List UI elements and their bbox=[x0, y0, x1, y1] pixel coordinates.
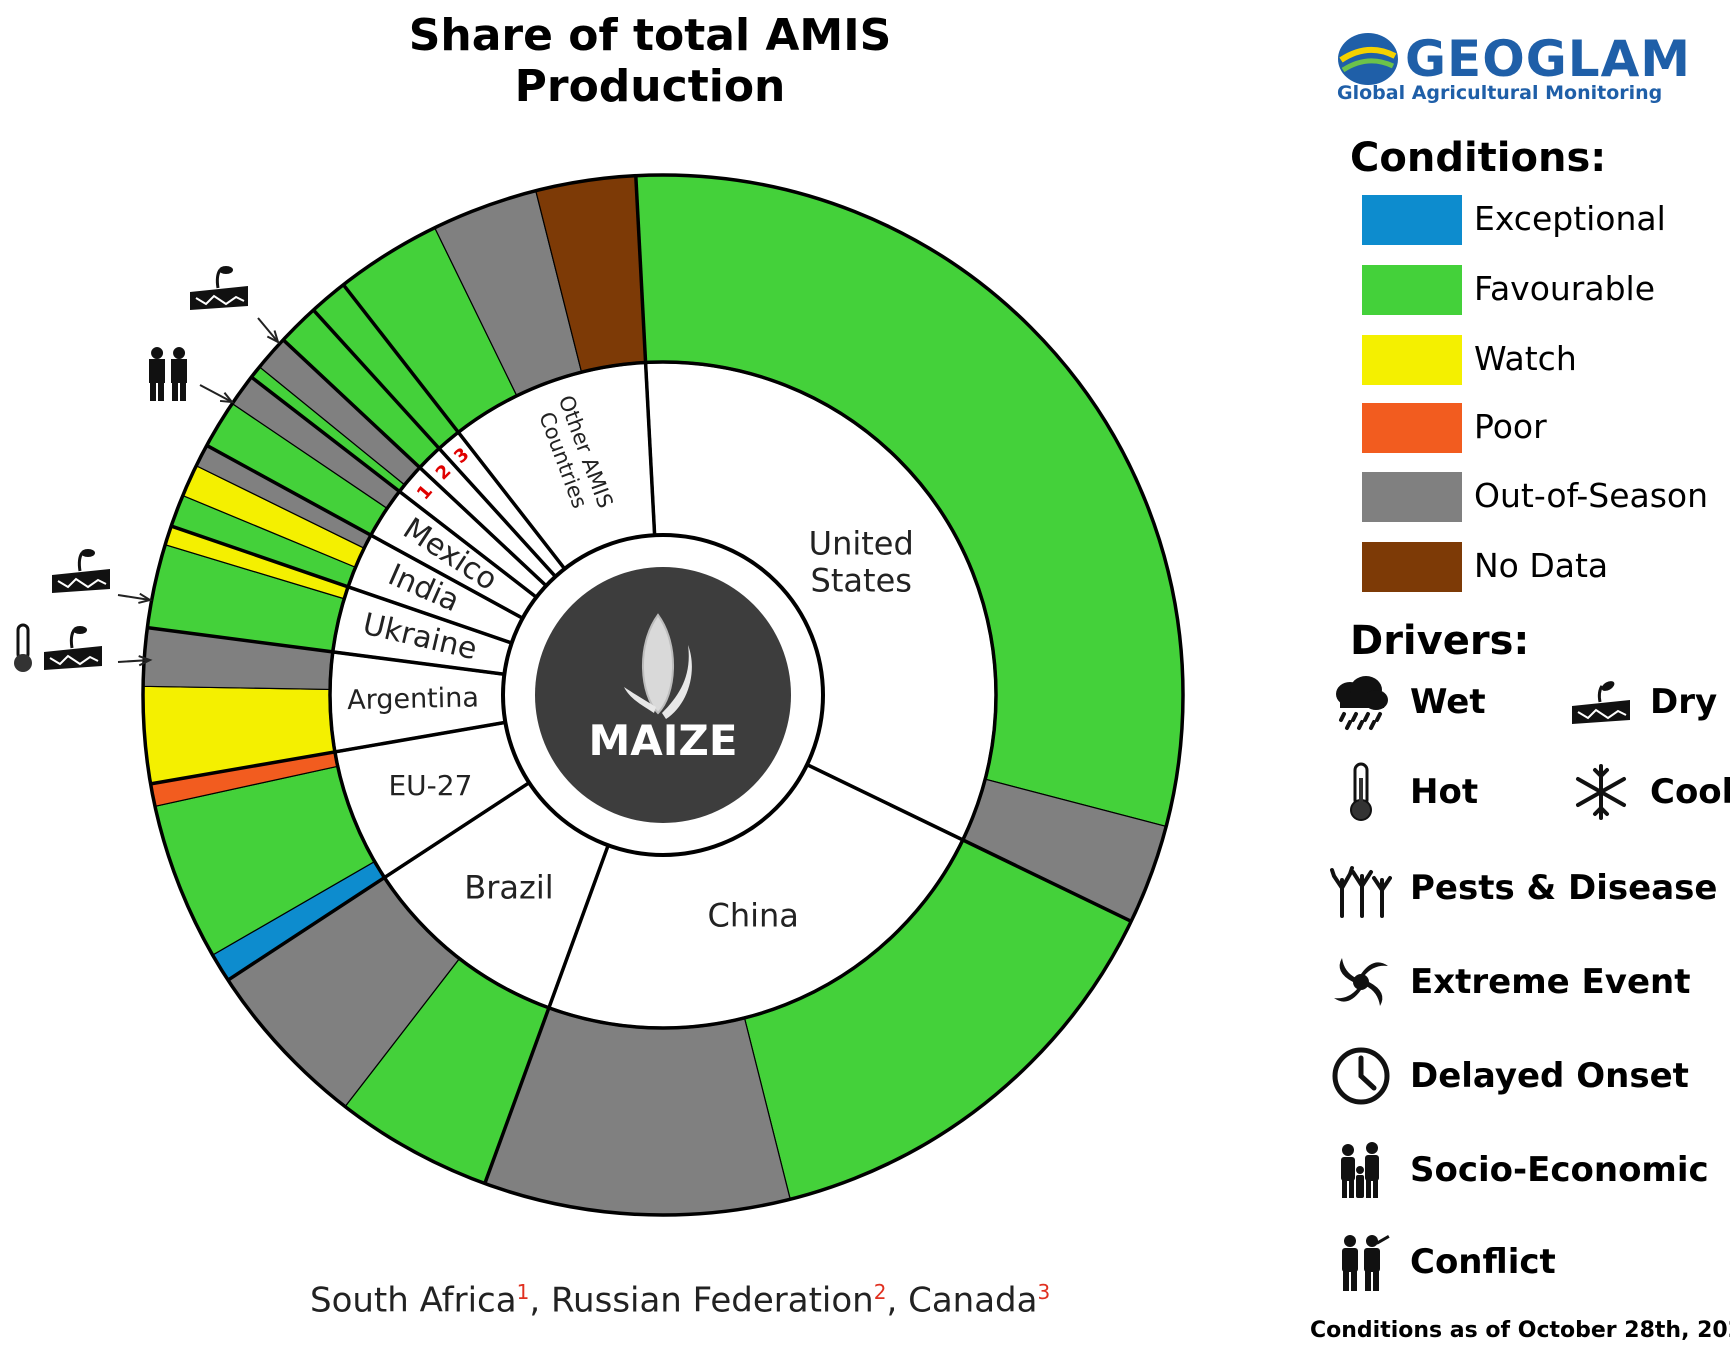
driver-label: Hot bbox=[1410, 772, 1479, 812]
country-divider bbox=[634, 175, 657, 536]
country-label-line: States bbox=[811, 561, 912, 599]
dry-soil-part bbox=[69, 629, 76, 649]
soldier-figure bbox=[171, 347, 187, 401]
dry-soil-icon bbox=[190, 266, 248, 310]
dry-soil-part bbox=[219, 266, 233, 274]
corn-cob bbox=[641, 613, 675, 715]
driver-arrow bbox=[117, 594, 151, 601]
corn-icon bbox=[624, 613, 692, 719]
conditions-title: Conditions: bbox=[1350, 135, 1607, 181]
legend-swatch bbox=[1362, 265, 1462, 315]
footnote-number-1: 1 bbox=[516, 1280, 530, 1304]
logo-wordmark: GEOGLAM bbox=[1405, 30, 1692, 88]
country-divider bbox=[170, 524, 513, 645]
country-label-eu-27: EU-27 bbox=[388, 769, 472, 802]
legend-swatch bbox=[1362, 195, 1462, 245]
conditions-date: Conditions as of October 28th, 2023 bbox=[1310, 1318, 1730, 1343]
footnote: South Africa1, Russian Federation2, Cana… bbox=[310, 1280, 1050, 1320]
country-divider bbox=[281, 338, 548, 587]
driver-label: Wet bbox=[1410, 682, 1486, 722]
country-divider bbox=[147, 625, 505, 677]
driver-label: Socio-Economic bbox=[1410, 1150, 1709, 1190]
dry-soil-icon bbox=[52, 549, 110, 593]
thermometer-part bbox=[16, 623, 30, 661]
dry-soil-part bbox=[195, 294, 245, 306]
legend-label: Watch bbox=[1474, 339, 1577, 378]
geoglam-logo: GEOGLAM Global Agricultural Monitoring bbox=[1335, 30, 1690, 110]
thermometer-icon bbox=[1350, 762, 1372, 821]
maize-donut-chart: MAIZE United States China Brazil EU-27 Argenti… bbox=[14, 173, 1185, 1217]
driver-arrow bbox=[199, 384, 233, 403]
family-icon bbox=[1341, 1142, 1379, 1198]
bare-trees-icon bbox=[1330, 866, 1392, 918]
dry-soil-part bbox=[73, 626, 87, 634]
driver-arrow bbox=[117, 659, 151, 663]
drivers-title: Drivers: bbox=[1350, 618, 1530, 664]
dry-soil-part bbox=[49, 654, 99, 666]
driver-arrowhead bbox=[219, 392, 235, 404]
legend-swatch bbox=[1362, 335, 1462, 385]
country-label-argentina: Argentina bbox=[347, 682, 479, 716]
dry-soil-part bbox=[57, 577, 107, 589]
mid-ring-border bbox=[328, 360, 998, 1030]
soldiers-icon bbox=[1342, 1235, 1390, 1291]
legend-label: Favourable bbox=[1474, 269, 1656, 308]
country-divider bbox=[150, 720, 506, 786]
footnote-country-1: South Africa bbox=[310, 1280, 517, 1321]
country-label-brazil: Brazil bbox=[464, 868, 553, 906]
legend-swatch bbox=[1362, 403, 1462, 453]
footnote-separator: , bbox=[886, 1280, 909, 1321]
country-label-line: United bbox=[809, 525, 914, 563]
thermometer-part bbox=[14, 654, 32, 672]
country-divider bbox=[205, 443, 524, 620]
logo-subtitle: Global Agricultural Monitoring bbox=[1337, 82, 1663, 104]
footnote-number-3: 3 bbox=[1037, 1280, 1051, 1304]
cyclone-icon bbox=[1334, 958, 1388, 1006]
driver-label: Dry bbox=[1650, 682, 1718, 722]
driver-arrow bbox=[257, 317, 279, 343]
soldiers-icon bbox=[149, 347, 187, 401]
country-label-united-states: United States bbox=[809, 525, 914, 600]
driver-arrowhead bbox=[138, 592, 153, 604]
footnote-separator: , bbox=[529, 1280, 551, 1321]
driver-arrowhead bbox=[266, 330, 280, 344]
chart-title: Share of total AMIS Production bbox=[408, 10, 892, 112]
footnote-country-3: Canada bbox=[908, 1280, 1038, 1321]
thermometer-icon bbox=[14, 623, 32, 672]
driver-label: Delayed Onset bbox=[1410, 1056, 1689, 1096]
country-divider bbox=[227, 781, 531, 982]
rain-cloud-icon bbox=[1336, 676, 1388, 730]
driver-label: Extreme Event bbox=[1410, 962, 1691, 1002]
country-divider bbox=[250, 375, 538, 599]
dry-soil-part bbox=[77, 552, 84, 572]
dry-soil-part bbox=[81, 549, 95, 557]
footnote-number-2: 2 bbox=[873, 1280, 887, 1304]
dry-soil-part bbox=[215, 269, 222, 289]
footnote-country-2: Russian Federation bbox=[550, 1280, 874, 1321]
soldier-figure bbox=[149, 347, 165, 401]
outer-ring-border bbox=[141, 173, 1185, 1217]
legend-swatch bbox=[1362, 472, 1462, 522]
country-divider bbox=[483, 844, 610, 1185]
snowflake-icon bbox=[1576, 764, 1626, 820]
country-divider bbox=[312, 308, 557, 578]
corn-husk bbox=[624, 645, 692, 719]
clock-icon bbox=[1332, 1047, 1390, 1105]
center-label: MAIZE bbox=[588, 716, 737, 765]
legend-label: No Data bbox=[1474, 546, 1609, 585]
dry-soil-icon bbox=[44, 626, 102, 670]
legend-label: Exceptional bbox=[1474, 199, 1666, 238]
driver-arrowhead bbox=[138, 655, 153, 667]
legend-label: Poor bbox=[1474, 407, 1547, 446]
driver-label: Conflict bbox=[1410, 1242, 1556, 1282]
country-divider bbox=[342, 283, 567, 570]
legend-label: Out-of-Season bbox=[1474, 476, 1709, 515]
country-label-china: China bbox=[708, 896, 799, 934]
driver-label: Pests & Disease bbox=[1410, 868, 1718, 908]
dry-soil-icon bbox=[1572, 681, 1630, 724]
globe-icon bbox=[1338, 33, 1398, 85]
driver-label: Cool bbox=[1650, 772, 1730, 812]
legend-swatch bbox=[1362, 542, 1462, 592]
country-divider bbox=[806, 763, 1132, 923]
